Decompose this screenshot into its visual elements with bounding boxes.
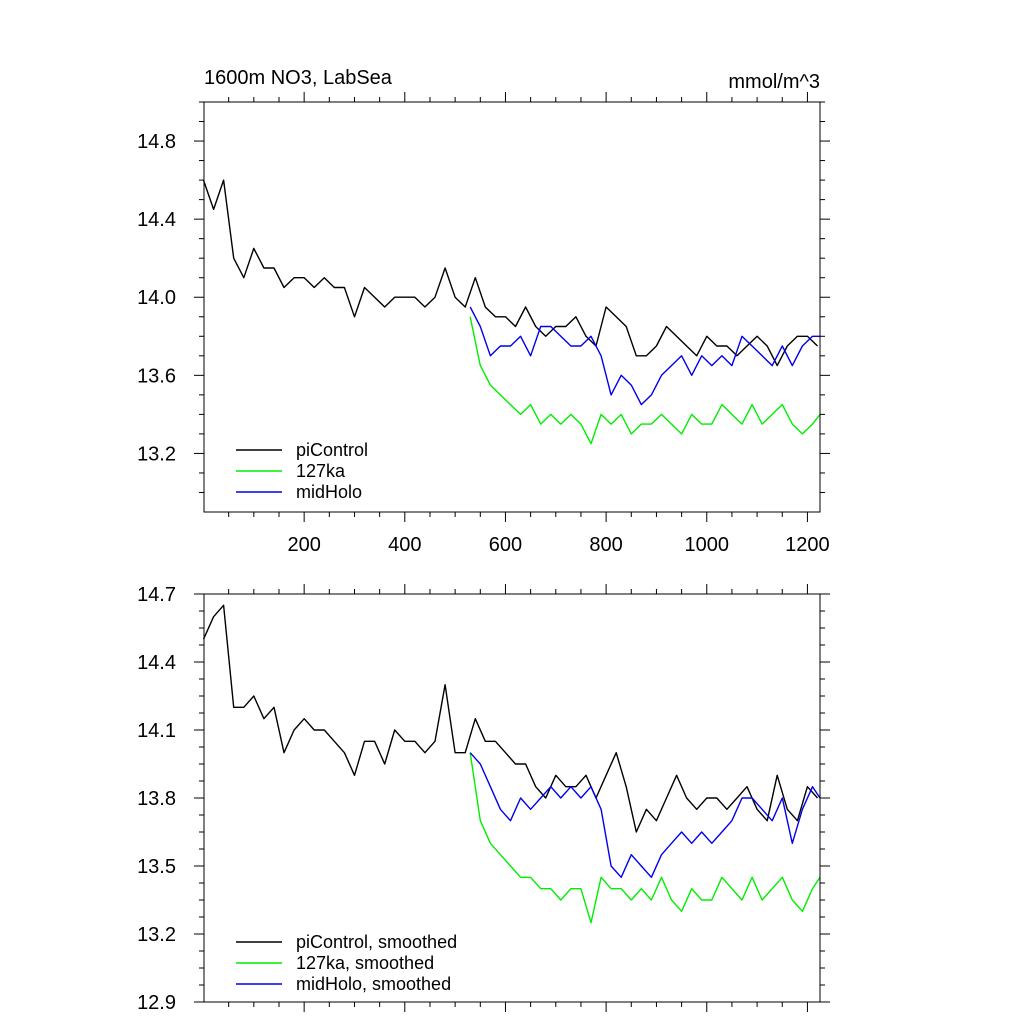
bottom-y-tick-label-6: 14.7: [137, 584, 176, 606]
bottom-y-tick-label-0: 12.9: [137, 992, 176, 1014]
bottom-plot-frame: [203, 593, 821, 1003]
bottom-y-tick-label-4: 14.1: [137, 720, 176, 742]
bottom-panel: 12.9 13.2 13.5 13.8 14.1 14.4 14.7 piControl, …: [137, 584, 830, 1014]
top-y-tick-label-1: 13.6: [137, 365, 176, 387]
top-y-tick-label-2: 14.0: [137, 287, 176, 309]
top-x-tick-label-3: 800: [589, 534, 622, 556]
top-chart-units: mmol/m^3: [728, 71, 820, 93]
top-y-tick-label-0: 13.2: [137, 443, 176, 465]
top-series-line-0: [202, 179, 818, 367]
top-x-tick-label-0: 200: [287, 534, 320, 556]
top-x-tick-label-2: 600: [489, 534, 522, 556]
top-series-group: [202, 179, 821, 445]
bottom-legend-label-0: piControl, smoothed: [296, 932, 457, 952]
top-series-line-1: [469, 316, 821, 445]
bottom-series-line-0: [202, 604, 819, 833]
bottom-legend-label-1: 127ka, smoothed: [296, 953, 434, 973]
top-legend-label-0: piControl: [296, 440, 368, 460]
bottom-series-line-1: [469, 752, 821, 924]
bottom-y-tick-label-3: 13.8: [137, 788, 176, 810]
top-x-tick-label-5: 1200: [785, 534, 830, 556]
bottom-series-line-2: [469, 752, 821, 878]
top-panel: 1600m NO3, LabSea mmol/m^3 200 400 600 800 1…: [137, 67, 830, 556]
top-legend: piControl 127ka midHolo: [236, 440, 368, 502]
top-legend-label-2: midHolo: [296, 482, 362, 502]
bottom-legend-label-2: midHolo, smoothed: [296, 974, 451, 994]
top-chart-title: 1600m NO3, LabSea: [204, 67, 393, 89]
top-y-tick-label-4: 14.8: [137, 131, 176, 153]
bottom-series-group: [202, 604, 821, 924]
bottom-y-tick-label-1: 13.2: [137, 924, 176, 946]
top-legend-label-1: 127ka: [296, 461, 346, 481]
top-x-tick-label-1: 400: [388, 534, 421, 556]
top-x-tick-label-4: 1000: [685, 534, 730, 556]
bottom-y-tick-label-2: 13.5: [137, 856, 176, 878]
bottom-y-tick-label-5: 14.4: [137, 652, 176, 674]
top-plot-frame: [203, 101, 821, 513]
top-ticks-group: 200 400 600 800 1000 1200 13.2 13.6 14.0 14.4 14.8: [137, 92, 830, 556]
top-y-tick-label-3: 14.4: [137, 209, 176, 231]
bottom-legend: piControl, smoothed 127ka, smoothed midH…: [236, 932, 457, 994]
bottom-ticks-group: 12.9 13.2 13.5 13.8 14.1 14.4 14.7: [137, 584, 830, 1014]
top-series-line-2: [469, 306, 820, 406]
